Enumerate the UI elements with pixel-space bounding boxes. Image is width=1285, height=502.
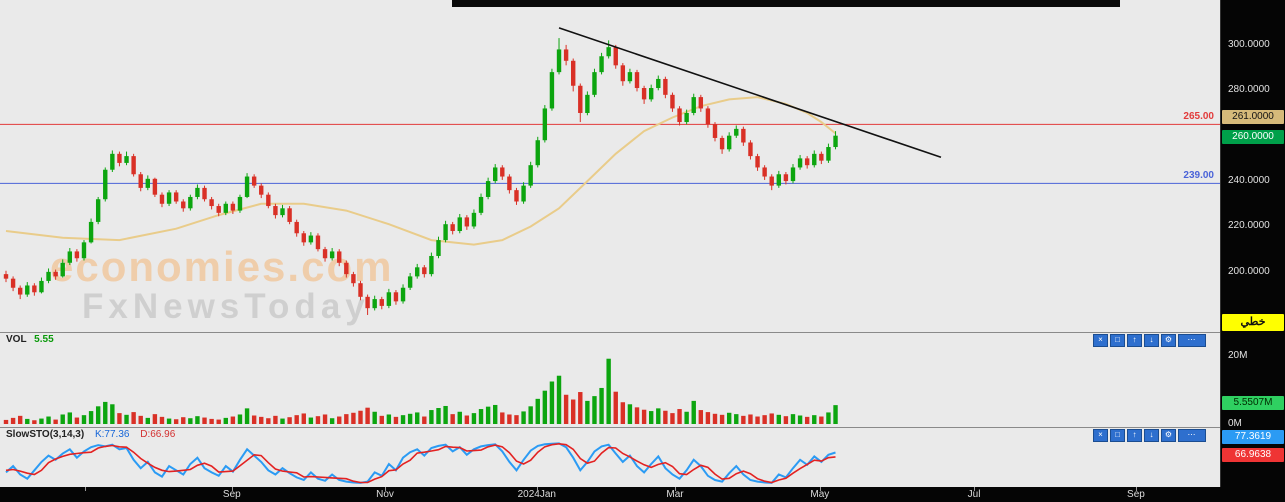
move-down-icon[interactable]: ↓	[1144, 429, 1159, 442]
volume-value-badge: 5.5507M	[1222, 396, 1284, 410]
time-axis-tick	[974, 487, 976, 491]
level-label-239: 239.00	[1183, 170, 1214, 182]
top-toolbar-strip	[452, 0, 1120, 7]
time-axis-label: Nov	[376, 489, 394, 500]
level-label-265: 265.00	[1183, 111, 1214, 123]
stochastic-panel-buttons: × □ ↑ ↓ ⚙ ⋯	[1093, 429, 1206, 442]
time-axis-tick	[536, 487, 538, 491]
ma-value-badge: 261.0000	[1222, 110, 1284, 124]
volume-tick: 20M	[1228, 350, 1248, 361]
last-price-badge: 260.0000	[1222, 130, 1284, 144]
close-icon[interactable]: ×	[1093, 429, 1108, 442]
price-tick: 280.0000	[1228, 84, 1270, 96]
stochastic-panel-header: SlowSTO(3,14,3) K:77.36 D:66.96 × □ ↑ ↓ …	[0, 427, 1220, 442]
price-tick: 200.0000	[1228, 265, 1270, 277]
volume-panel-title: VOL 5.55	[6, 334, 54, 345]
volume-title: VOL	[6, 334, 27, 345]
settings-icon[interactable]: ⚙	[1161, 429, 1176, 442]
move-up-icon[interactable]: ↑	[1127, 334, 1142, 347]
time-axis-label: 2024Jan	[517, 489, 556, 500]
price-chart-canvas[interactable]	[0, 0, 1220, 502]
time-axis-label: Mar	[666, 489, 684, 500]
more-options-icon[interactable]: ⋯	[1178, 334, 1206, 347]
sto-k-badge: 77.3619	[1222, 430, 1284, 444]
close-icon[interactable]: ×	[1093, 334, 1108, 347]
sto-d-badge: 66.9638	[1222, 448, 1284, 462]
sto-d-value: D:66.96	[140, 429, 176, 440]
time-axis-label: Sep	[222, 489, 241, 500]
stochastic-panel-title: SlowSTO(3,14,3) K:77.36 D:66.96	[6, 429, 175, 440]
price-tick: 300.0000	[1228, 38, 1270, 50]
time-axis-tick	[385, 487, 387, 491]
volume-tick: 0M	[1228, 418, 1242, 429]
chart-type-button[interactable]: خطي	[1222, 314, 1284, 331]
price-tick: 220.0000	[1228, 220, 1270, 232]
price-axis[interactable]: 300.0000 280.0000 240.0000 220.0000 200.…	[1220, 0, 1285, 502]
time-axis-tick	[85, 487, 87, 491]
time-axis-label: May	[810, 489, 830, 500]
move-up-icon[interactable]: ↑	[1127, 429, 1142, 442]
price-tick: 240.0000	[1228, 175, 1270, 187]
time-axis-label: Sep	[1127, 489, 1145, 500]
maximize-icon[interactable]: □	[1110, 429, 1125, 442]
volume-panel-buttons: × □ ↑ ↓ ⚙ ⋯	[1093, 334, 1206, 347]
maximize-icon[interactable]: □	[1110, 334, 1125, 347]
sto-title: SlowSTO(3,14,3)	[6, 429, 85, 440]
settings-icon[interactable]: ⚙	[1161, 334, 1176, 347]
time-axis[interactable]: Sep Nov 2024Jan Mar May Jul Sep	[0, 487, 1285, 502]
volume-current-value: 5.55	[34, 334, 54, 345]
volume-panel-header: VOL 5.55 × □ ↑ ↓ ⚙ ⋯	[0, 332, 1220, 347]
time-axis-tick	[675, 487, 677, 491]
more-options-icon[interactable]: ⋯	[1178, 429, 1206, 442]
move-down-icon[interactable]: ↓	[1144, 334, 1159, 347]
sto-k-value: K:77.36	[94, 429, 130, 440]
time-axis-label: Jul	[967, 489, 981, 500]
time-axis-tick	[819, 487, 821, 491]
time-axis-tick	[1135, 487, 1137, 491]
time-axis-tick	[231, 487, 233, 491]
